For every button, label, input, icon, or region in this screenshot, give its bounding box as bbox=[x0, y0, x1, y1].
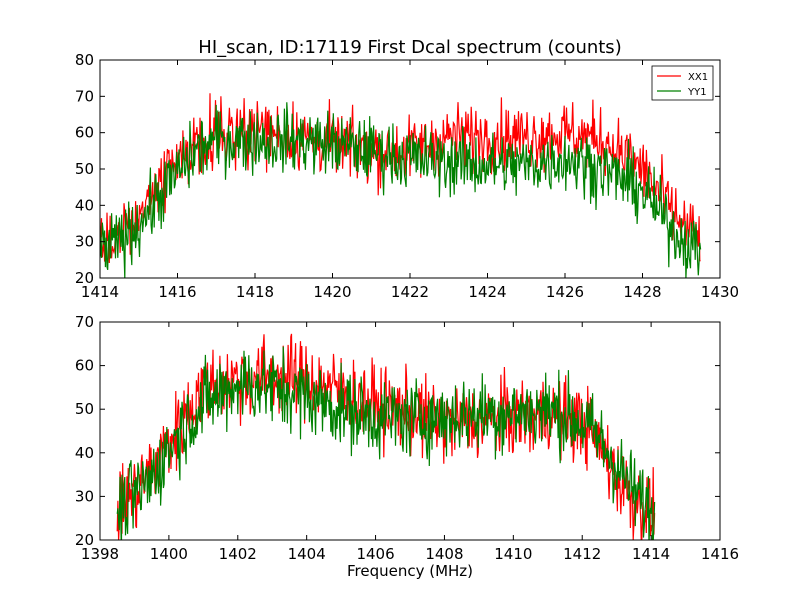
x-tick-label: 1430 bbox=[701, 283, 739, 301]
y-tick-label: 80 bbox=[75, 51, 94, 69]
top-spectrum-plot: 1414 1416 1418 1420 1422 1424 1426 1428 1430 20 30… bbox=[75, 51, 739, 301]
x-tick-label: 1416 bbox=[701, 545, 739, 563]
y-tick-label: 50 bbox=[75, 160, 94, 178]
x-tick-label: 1414 bbox=[632, 545, 670, 563]
legend-label-yy1: YY1 bbox=[687, 87, 707, 98]
y-tick-label: 50 bbox=[75, 400, 94, 418]
x-tick-label: 1410 bbox=[494, 545, 532, 563]
y-tick-label: 60 bbox=[75, 124, 94, 142]
series-line-yy1-plot2 bbox=[116, 346, 656, 540]
chart-title: HI_scan, ID:17119 First Dcal spectrum (c… bbox=[198, 37, 621, 58]
x-tick-label: 1408 bbox=[425, 545, 463, 563]
x-tick-label: 1420 bbox=[313, 283, 351, 301]
y-tick-label: 70 bbox=[75, 313, 94, 331]
y-tick-label: 60 bbox=[75, 357, 94, 375]
y-tick-label: 70 bbox=[75, 87, 94, 105]
x-tick-label: 1398 bbox=[81, 545, 119, 563]
x-tick-label: 1404 bbox=[288, 545, 326, 563]
plot-frame bbox=[99, 321, 721, 541]
x-tick-label: 1414 bbox=[81, 283, 119, 301]
y-tick-label: 20 bbox=[75, 269, 94, 287]
y-tick-label: 40 bbox=[75, 196, 94, 214]
y-tick-label: 20 bbox=[75, 531, 94, 549]
y-tick-label: 30 bbox=[75, 233, 94, 251]
x-tick-label: 1424 bbox=[468, 283, 506, 301]
y-tick-label: 30 bbox=[75, 487, 94, 505]
x-tick-label: 1428 bbox=[623, 283, 661, 301]
x-tick-label: 1406 bbox=[356, 545, 394, 563]
x-tick-label: 1412 bbox=[563, 545, 601, 563]
x-tick-label: 1422 bbox=[391, 283, 429, 301]
bottom-spectrum-plot: 1398 1400 1402 1404 1406 1408 1410 1412 1414 1416… bbox=[75, 313, 739, 563]
x-tick-label: 1416 bbox=[158, 283, 196, 301]
x-tick-label: 1418 bbox=[236, 283, 274, 301]
y-tick-label: 40 bbox=[75, 444, 94, 462]
legend-label-xx1: XX1 bbox=[688, 72, 708, 83]
x-tick-label: 1426 bbox=[546, 283, 584, 301]
x-tick-label: 1402 bbox=[219, 545, 257, 563]
series-line-yy1-plot1 bbox=[100, 102, 702, 278]
legend-box bbox=[651, 65, 714, 101]
x-axis-label: Frequency (MHz) bbox=[347, 562, 473, 580]
x-tick-label: 1400 bbox=[150, 545, 188, 563]
